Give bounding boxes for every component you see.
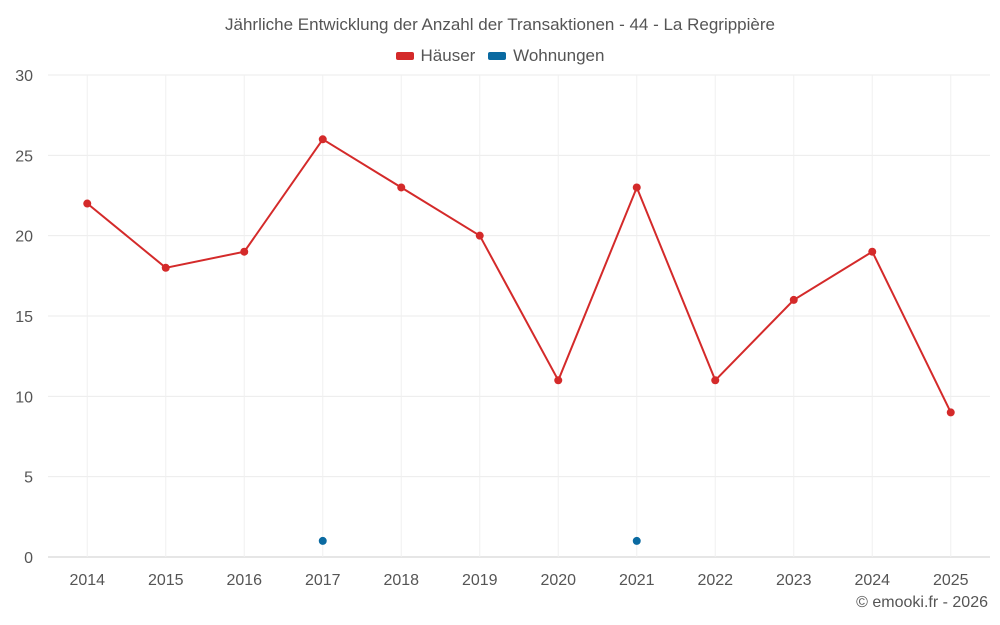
x-tick-label: 2023 bbox=[776, 572, 812, 589]
legend-item-wohnungen[interactable]: Wohnungen bbox=[488, 46, 604, 66]
data-point-haeuser bbox=[475, 231, 484, 240]
x-tick-label: 2022 bbox=[697, 572, 733, 589]
data-point-haeuser bbox=[318, 135, 327, 144]
y-tick-label: 20 bbox=[15, 229, 33, 246]
y-tick-label: 5 bbox=[24, 470, 33, 487]
chart-title: Jährliche Entwicklung der Anzahl der Tra… bbox=[225, 15, 775, 34]
x-tick-label: 2020 bbox=[540, 572, 576, 589]
legend: Häuser Wohnungen bbox=[0, 45, 1000, 66]
y-tick-label: 0 bbox=[24, 550, 33, 567]
data-point-haeuser bbox=[554, 376, 563, 385]
data-point-haeuser bbox=[789, 295, 798, 304]
x-tick-label: 2017 bbox=[305, 572, 341, 589]
x-tick-label: 2024 bbox=[854, 572, 890, 589]
data-point-haeuser bbox=[161, 263, 170, 272]
data-point-haeuser bbox=[397, 183, 406, 192]
legend-item-haeuser[interactable]: Häuser bbox=[395, 46, 476, 66]
y-tick-label: 25 bbox=[15, 148, 33, 165]
data-point-wohnungen bbox=[318, 536, 327, 545]
x-tick-label: 2018 bbox=[383, 572, 419, 589]
data-point-haeuser bbox=[83, 199, 92, 208]
y-tick-label: 10 bbox=[15, 389, 33, 406]
legend-label-haeuser: Häuser bbox=[420, 46, 476, 65]
x-tick-label: 2016 bbox=[226, 572, 262, 589]
legend-swatch-wohnungen bbox=[488, 52, 507, 60]
y-tick-label: 15 bbox=[15, 309, 33, 326]
y-tick-label: 30 bbox=[15, 68, 33, 85]
data-point-wohnungen bbox=[632, 536, 641, 545]
data-point-haeuser bbox=[240, 247, 249, 256]
data-point-haeuser bbox=[711, 376, 720, 385]
x-tick-label: 2015 bbox=[148, 572, 184, 589]
data-point-haeuser bbox=[946, 408, 955, 417]
legend-label-wohnungen: Wohnungen bbox=[513, 46, 605, 65]
x-tick-label: 2019 bbox=[462, 572, 498, 589]
series-line-haeuser bbox=[86, 137, 952, 413]
data-point-haeuser bbox=[632, 183, 641, 192]
x-tick-label: 2025 bbox=[933, 572, 969, 589]
x-tick-label: 2021 bbox=[619, 572, 655, 589]
credit: © emooki.fr - 2026 bbox=[856, 594, 988, 611]
x-tick-label: 2014 bbox=[69, 572, 105, 589]
legend-swatch-haeuser bbox=[395, 52, 414, 60]
data-point-haeuser bbox=[868, 247, 877, 256]
